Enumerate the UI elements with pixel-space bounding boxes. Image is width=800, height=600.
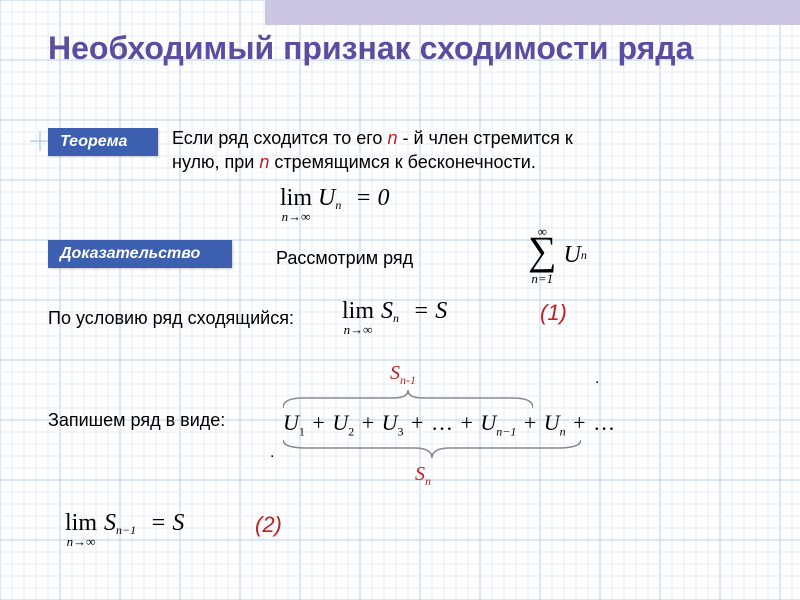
lim-rhs: = 0 xyxy=(355,185,389,211)
p3: + xyxy=(411,410,423,435)
p2: + xyxy=(362,410,374,435)
theorem-line2-b: стремящимся к бесконечности. xyxy=(269,152,535,172)
theorem-n1: n xyxy=(387,128,397,148)
theorem-line2-a: нулю, при xyxy=(172,152,259,172)
formula-sum: ∞ ∑ n=1 Un xyxy=(528,224,587,287)
u1: U xyxy=(283,410,299,435)
lim3-text: lim xyxy=(65,510,97,536)
theorem-text: Если ряд сходится то его n - й член стре… xyxy=(172,126,772,175)
p1: + xyxy=(312,410,324,435)
brace-bottom xyxy=(283,438,581,462)
sn-label: Sn xyxy=(415,463,431,489)
brace-top xyxy=(283,388,533,412)
d2: … xyxy=(593,410,615,435)
lim3-body-sub: n−1 xyxy=(116,523,136,537)
sn-sub: n xyxy=(425,474,431,488)
p4: + xyxy=(460,410,472,435)
eq-number-1: (1) xyxy=(540,300,567,326)
sn-body: S xyxy=(415,463,425,485)
u2s: 2 xyxy=(348,424,354,438)
un: U xyxy=(544,410,560,435)
uns: n xyxy=(560,424,566,438)
lim2-sub: n→∞ xyxy=(342,322,374,338)
sum-term-sub: n xyxy=(581,248,587,262)
u3: U xyxy=(382,410,398,435)
lim3-rhs: = S xyxy=(150,510,184,536)
u2: U xyxy=(332,410,348,435)
un1s: n−1 xyxy=(496,424,516,438)
lim-text: lim xyxy=(280,185,312,211)
sn-1-label: Sn-1 xyxy=(390,362,416,388)
theorem-n2: n xyxy=(259,152,269,172)
d1: … xyxy=(431,410,453,435)
u3s: 3 xyxy=(398,424,404,438)
formula-lim-sn: lim n→∞ Sn = S xyxy=(342,298,447,338)
p6: + xyxy=(573,410,585,435)
write-as-text: Запишем ряд в виде: xyxy=(48,408,225,432)
slide-content: Необходимый признак сходимости ряда Теор… xyxy=(0,0,800,600)
dot-top: . xyxy=(595,370,599,388)
sigma-icon: ∑ xyxy=(528,228,557,273)
slide-title: Необходимый признак сходимости ряда xyxy=(48,30,748,67)
lim2-body-sub: n xyxy=(393,311,399,325)
lim2-body: S xyxy=(381,298,393,324)
u1s: 1 xyxy=(299,424,305,438)
sn1-sub: n-1 xyxy=(400,373,416,387)
formula-series: U1 + U2 + U3 + … + Un−1 + Un + … xyxy=(283,410,615,439)
proof-label: Доказательство xyxy=(48,240,232,268)
theorem-label: Теорема xyxy=(48,128,158,156)
by-condition-text: По условию ряд сходящийся: xyxy=(48,306,294,330)
lim3-body: S xyxy=(104,510,116,536)
lim3-sub: n→∞ xyxy=(65,534,97,550)
sn1-body: S xyxy=(390,362,400,384)
lim-body: U xyxy=(318,185,335,211)
sum-term: U xyxy=(564,242,581,268)
lim2-rhs: = S xyxy=(413,298,447,324)
formula-lim-sn1: lim n→∞ Sn−1 = S xyxy=(65,510,184,550)
lim-body-sub: n xyxy=(335,198,341,212)
lim-sub: n→∞ xyxy=(280,209,312,225)
sigma-bot: n=1 xyxy=(528,271,557,287)
lim2-text: lim xyxy=(342,298,374,324)
formula-lim-un: lim n→∞ Un = 0 xyxy=(280,185,390,225)
dot-bot: . xyxy=(270,444,274,462)
eq-number-2: (2) xyxy=(255,512,282,538)
theorem-line1-a: Если ряд сходится то его xyxy=(172,128,387,148)
theorem-line1-b: - й член стремится к xyxy=(397,128,572,148)
un1: U xyxy=(480,410,496,435)
consider-text: Рассмотрим ряд xyxy=(276,246,413,270)
p5: + xyxy=(524,410,536,435)
